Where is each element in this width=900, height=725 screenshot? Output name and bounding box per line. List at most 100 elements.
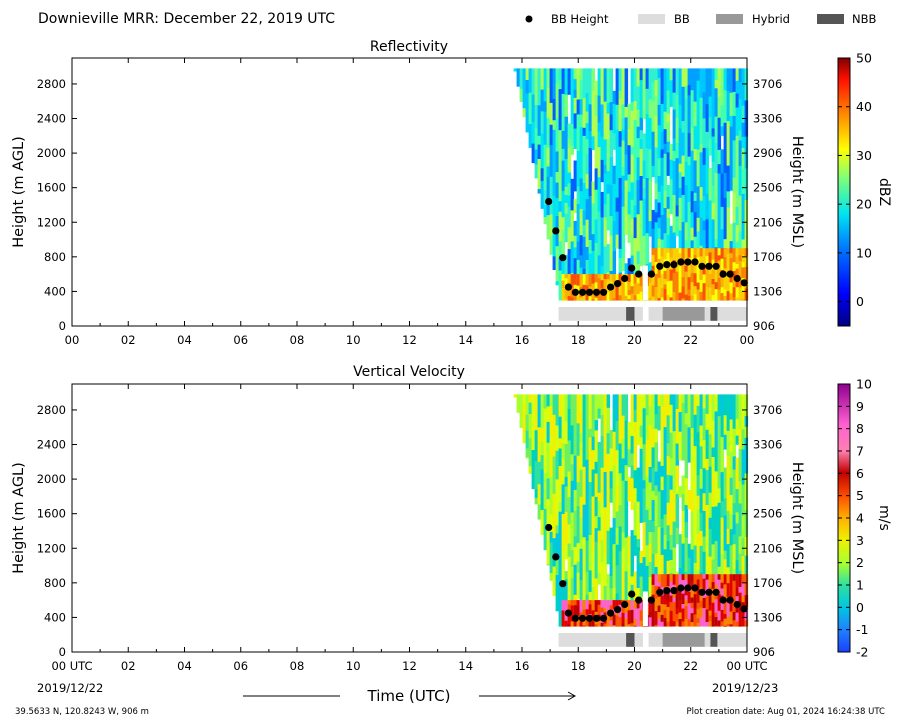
end-date-label: 2019/12/23 xyxy=(712,681,778,695)
x-tick-label: 12 xyxy=(402,659,417,673)
x-tick-label: 08 xyxy=(290,659,305,673)
vertical-velocity-bb-height-series xyxy=(545,523,748,622)
y-right-tick-label: 1706 xyxy=(753,250,782,264)
time-arrow-head-icon xyxy=(567,691,577,701)
reflectivity-ylabel-right: Height (m MSL) xyxy=(789,136,805,248)
vertical-velocity-ylabel-left: Height (m AGL) xyxy=(11,462,27,574)
y-right-tick-label: 906 xyxy=(753,645,775,659)
bb-height-point xyxy=(571,614,580,622)
bb-height-point xyxy=(578,614,587,622)
reflectivity-y-axis-left: 0 400 800 1200 1600 2000 2400 2800 xyxy=(37,77,77,333)
colorbar-tick-label: 5 xyxy=(856,488,864,503)
bb-height-point xyxy=(663,261,671,269)
vertical-velocity-bb-type-bar xyxy=(558,633,747,647)
y-right-tick-label: 906 xyxy=(753,319,775,333)
x-tick-label: 18 xyxy=(571,659,586,673)
reflectivity-field xyxy=(513,68,749,301)
vertical-velocity-colorbar-label: m/s xyxy=(876,505,892,531)
bb-type-segment-nbb xyxy=(626,307,635,321)
bb-height-point xyxy=(607,283,615,291)
y-right-tick-label: 2506 xyxy=(753,181,782,195)
bb-type-segment-bb xyxy=(648,307,663,321)
reflectivity-y-axis-right: 906 1306 1706 2106 2506 2906 3306 3706 xyxy=(742,77,782,333)
vertical-velocity-title: Vertical Velocity xyxy=(353,364,465,380)
bb-type-segment-nbb xyxy=(626,633,635,647)
colorbar-tick-label: 10 xyxy=(856,245,872,260)
bb-height-point xyxy=(564,283,573,291)
reflectivity-x-axis: 00 02 04 06 08 10 12 14 16 18 20 22 00 xyxy=(65,58,754,347)
x-tick-label: 06 xyxy=(233,333,248,347)
start-date-label: 2019/12/22 xyxy=(37,681,103,695)
x-tick-label: 12 xyxy=(402,333,417,347)
y-tick-label: 0 xyxy=(59,319,66,333)
bb-type-segment-bb xyxy=(648,633,663,647)
bb-height-point xyxy=(585,288,594,296)
y-right-tick-label: 1706 xyxy=(753,576,782,590)
y-tick-label: 1600 xyxy=(37,507,66,521)
colorbar-tick-label: 9 xyxy=(856,399,864,414)
bb-height-point xyxy=(705,262,713,270)
bb-height-point xyxy=(726,596,734,604)
bb-height-point xyxy=(670,587,678,595)
bb-height-point xyxy=(733,274,741,283)
bb-height-point xyxy=(698,588,706,596)
x-tick-label: 10 xyxy=(346,659,361,673)
x-tick-label: 20 xyxy=(627,333,642,347)
colorbar-tick-label: 0 xyxy=(856,600,864,615)
bb-type-segment-bb xyxy=(717,307,747,321)
bb-type-segment-bb xyxy=(558,633,627,647)
bb-height-point xyxy=(726,270,734,278)
bb-height-point xyxy=(712,262,720,270)
vertical-velocity-y-axis-left: 0 400 800 1200 1600 2000 2400 2800 xyxy=(37,403,77,659)
bb-height-point xyxy=(677,258,685,266)
vertical-velocity-panel: Vertical Velocity 00 UTC 02 04 06 08 10 12 14 16… xyxy=(11,364,892,673)
bb-height-point xyxy=(670,261,678,269)
reflectivity-bb-type-bar xyxy=(558,307,747,321)
reflectivity-colorbar-label: dBZ xyxy=(876,178,892,206)
y-right-tick-label: 2106 xyxy=(753,541,782,555)
bb-height-point xyxy=(712,588,720,596)
x-tick-label: 04 xyxy=(177,333,192,347)
x-tick-label: 20 xyxy=(627,659,642,673)
x-tick-label: 22 xyxy=(683,333,698,347)
bb-height-point xyxy=(578,288,587,296)
reflectivity-colorbar xyxy=(837,57,851,327)
bb-height-point xyxy=(684,584,692,592)
x-tick-label: 00 UTC xyxy=(51,659,92,673)
bb-height-point xyxy=(635,596,643,604)
vertical-velocity-colorbar-ticks: -2 -1 0 1 2 3 4 5 6 7 8 9 10 xyxy=(838,377,872,660)
bb-height-point xyxy=(647,596,656,604)
x-tick-label: 00 xyxy=(65,333,80,347)
y-right-tick-label: 2506 xyxy=(753,507,782,521)
bb-height-point xyxy=(656,262,664,270)
y-right-tick-label: 1306 xyxy=(753,284,782,298)
colorbar-tick-label: -2 xyxy=(856,645,868,660)
y-tick-label: 0 xyxy=(59,645,66,659)
station-location: 39.5633 N, 120.8243 W, 906 m xyxy=(15,707,149,717)
colorbar-tick-label: 0 xyxy=(856,294,864,309)
figure-title: Downieville MRR: December 22, 2019 UTC xyxy=(38,11,335,27)
reflectivity-ylabel-left: Height (m AGL) xyxy=(11,136,27,248)
y-tick-label: 1200 xyxy=(37,215,66,229)
y-tick-label: 2400 xyxy=(37,112,66,126)
x-tick-label: 18 xyxy=(571,333,586,347)
bb-type-segment-bb xyxy=(634,633,643,647)
colorbar-tick-label: 7 xyxy=(856,444,864,459)
x-tick-label: 16 xyxy=(515,659,530,673)
y-tick-label: 400 xyxy=(44,610,66,624)
x-tick-label: 00 UTC xyxy=(726,659,767,673)
y-tick-label: 800 xyxy=(44,250,66,264)
legend-bb-swatch xyxy=(638,14,665,24)
bb-height-point xyxy=(740,279,748,287)
bb-height-point xyxy=(592,288,601,296)
colorbar-tick-label: 10 xyxy=(856,377,872,392)
bb-height-point xyxy=(621,600,629,609)
bb-height-point xyxy=(656,588,664,596)
colorbar-tick-label: 8 xyxy=(856,421,864,436)
colorbar-tick-label: 20 xyxy=(856,197,872,212)
y-right-tick-label: 3706 xyxy=(753,77,782,91)
legend-bb-height-marker xyxy=(525,15,533,23)
x-tick-label: 04 xyxy=(177,659,192,673)
vertical-velocity-x-axis: 00 UTC 02 04 06 08 10 12 14 16 18 20 22 00 UTC xyxy=(51,384,768,673)
bb-type-segment-bb xyxy=(704,633,711,647)
